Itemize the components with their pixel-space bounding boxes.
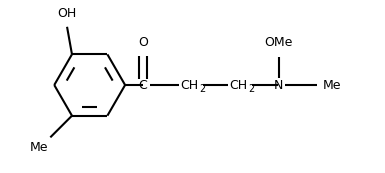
- Text: 2: 2: [249, 84, 255, 94]
- Text: O: O: [138, 36, 148, 49]
- Text: C: C: [139, 79, 147, 92]
- Text: OH: OH: [57, 7, 77, 20]
- Text: CH: CH: [229, 79, 248, 92]
- Text: OMe: OMe: [264, 36, 293, 49]
- Text: 2: 2: [199, 84, 206, 94]
- Text: N: N: [274, 79, 283, 92]
- Text: Me: Me: [323, 79, 341, 92]
- Text: CH: CH: [180, 79, 198, 92]
- Text: Me: Me: [29, 141, 48, 154]
